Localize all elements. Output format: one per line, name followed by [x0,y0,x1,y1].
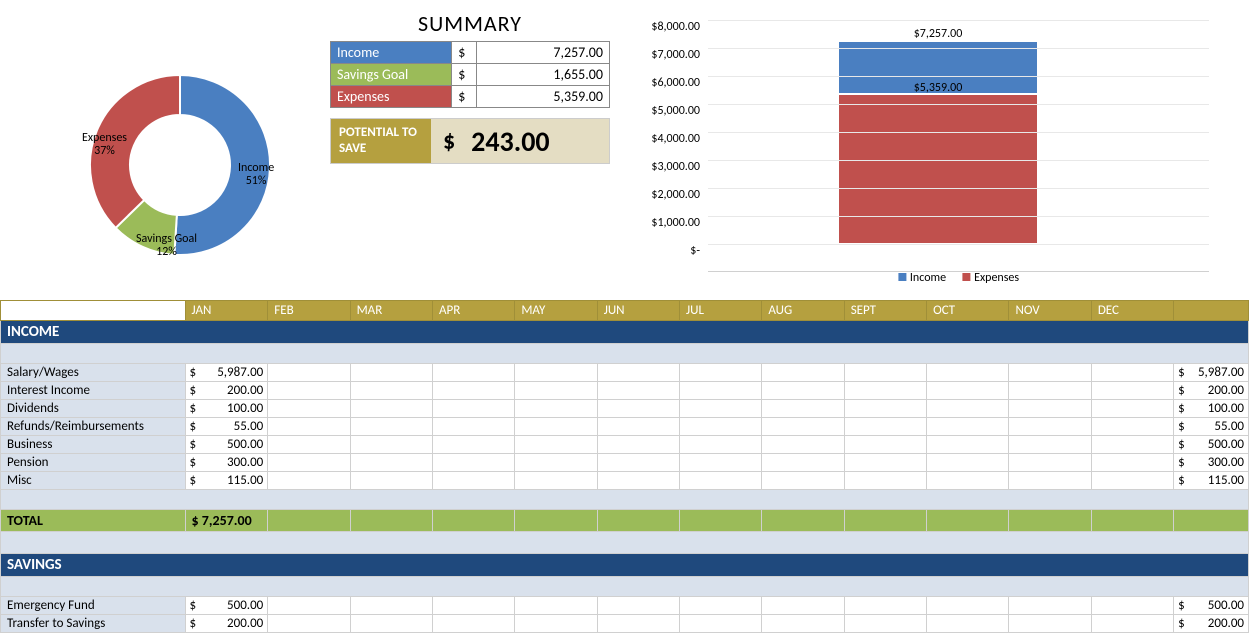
table-row[interactable]: Dividends$100.00$100.00 [1,400,1249,418]
bar-legend: Income Expenses [898,271,1019,285]
donut-label-income: Income51% [238,162,274,188]
donut-label-savings: Savings Goal12% [136,233,197,259]
table-row[interactable]: Transfer to Savings$200.00$200.00 [1,615,1249,633]
summary-table: Income$7,257.00 Savings Goal$1,655.00 Ex… [330,41,610,108]
budget-sheet[interactable]: JANFEB MARAPR MAYJUN JULAUG SEPTOCT NOVD… [0,300,1249,633]
month-header-row: JANFEB MARAPR MAYJUN JULAUG SEPTOCT NOVD… [1,301,1249,321]
table-row[interactable]: Misc$115.00$115.00 [1,472,1249,490]
table-row[interactable]: Refunds/Reimbursements$55.00$55.00 [1,418,1249,436]
table-row[interactable]: Interest Income$200.00$200.00 [1,382,1249,400]
section-header-savings: SAVINGS [1,554,1249,577]
summary-title: SUMMARY [330,10,610,37]
potential-to-save: POTENTIAL TO SAVE $ 243.00 [330,118,610,164]
section-header-income: INCOME [1,321,1249,344]
income-total-row: TOTAL $ 7,257.00 [1,510,1249,532]
table-row[interactable]: Business$500.00$500.00 [1,436,1249,454]
donut-label-expenses: Expenses37% [82,132,127,158]
donut-chart: Income51% Savings Goal12% Expenses37% [20,10,310,280]
table-row[interactable]: Pension$300.00$300.00 [1,454,1249,472]
bar-chart: $8,000.00$7,000.00$6,000.00$5,000.00$4,0… [630,10,1229,280]
table-row[interactable]: Salary/Wages$5,987.00$5,987.00 [1,364,1249,382]
table-row[interactable]: Emergency Fund$500.00$500.00 [1,597,1249,615]
summary-panel: SUMMARY Income$7,257.00 Savings Goal$1,6… [330,10,610,164]
